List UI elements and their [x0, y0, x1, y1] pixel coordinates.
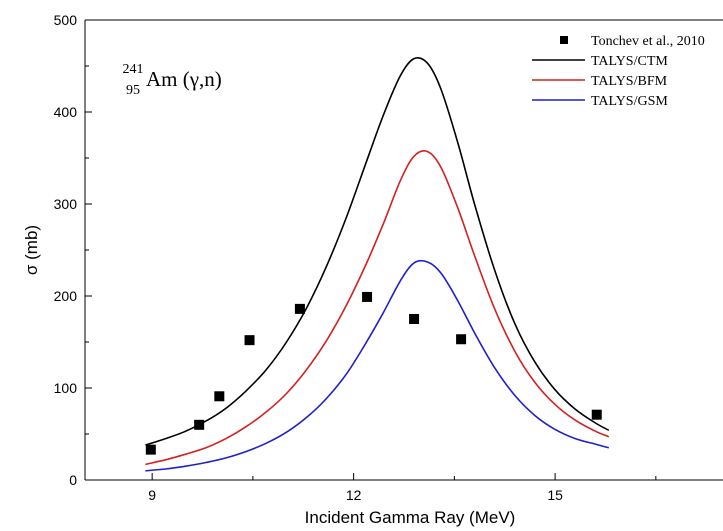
data-point	[591, 409, 602, 420]
reaction-annotation: 241 95 Am (γ,n)	[123, 62, 222, 98]
curve-ctm	[145, 56, 610, 446]
legend: Tonchev et al., 2010 TALYS/CTM TALYS/BFM…	[532, 34, 705, 109]
data-point	[244, 335, 255, 346]
x-tick-label: 15	[547, 487, 563, 503]
y-ticks: 0 100 200 300 400 500	[54, 12, 92, 488]
experimental-points	[145, 291, 602, 455]
y-tick-label: 200	[54, 288, 78, 304]
x-tick-label: 9	[148, 487, 156, 503]
legend-label-ctm: TALYS/CTM	[591, 54, 668, 69]
x-ticks: 9 12 15	[148, 473, 657, 503]
y-tick-label: 0	[69, 472, 77, 488]
legend-marker-tonchev	[560, 36, 568, 44]
annotation-reaction: Am (γ,n)	[146, 67, 222, 91]
x-tick-label: 12	[346, 487, 362, 503]
data-point	[362, 291, 373, 302]
x-axis-title: Incident Gamma Ray (MeV)	[305, 508, 516, 527]
annotation-mass-number: 241	[123, 62, 144, 77]
data-point	[214, 391, 225, 402]
y-tick-label: 400	[54, 104, 78, 120]
legend-label-tonchev: Tonchev et al., 2010	[591, 34, 705, 49]
curve-gsm	[145, 259, 610, 472]
y-axis-title: σ (mb)	[22, 225, 41, 275]
annotation-atomic-number: 95	[126, 83, 140, 98]
data-point	[194, 419, 205, 430]
legend-label-gsm: TALYS/GSM	[591, 94, 668, 109]
y-tick-label: 500	[54, 12, 78, 28]
y-tick-label: 100	[54, 380, 78, 396]
data-point	[294, 303, 305, 314]
legend-label-bfm: TALYS/BFM	[591, 74, 668, 89]
data-point	[409, 314, 420, 324]
data-point	[456, 334, 467, 345]
model-curves	[145, 56, 610, 472]
y-tick-label: 300	[54, 196, 78, 212]
curve-bfm	[145, 150, 610, 466]
data-point	[145, 444, 156, 455]
